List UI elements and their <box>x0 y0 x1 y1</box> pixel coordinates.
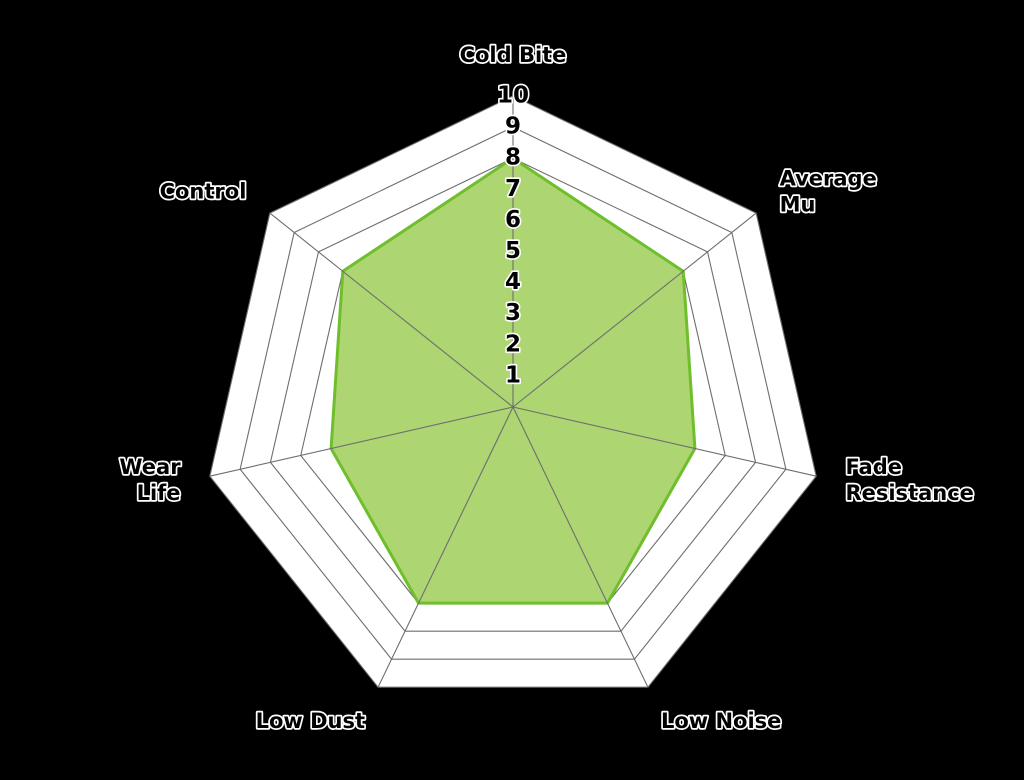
radar-spokes <box>209 96 817 688</box>
radial-tick-label-5: 5 <box>505 238 521 264</box>
radial-tick-label-7: 7 <box>505 176 521 202</box>
radar-spoke-6 <box>269 212 514 408</box>
radar-grid-ring-8 <box>269 157 757 632</box>
axis-category-labels: Cold Bite Average Mu Fade Resistance Low Nois… <box>118 41 976 735</box>
axis-label-cold-bite: Cold Bite <box>460 43 567 67</box>
radar-spoke-1 <box>512 212 757 408</box>
axis-label-control: Control <box>160 179 247 203</box>
radial-tick-labels: 1 2 3 4 5 6 7 8 9 10 <box>495 81 530 390</box>
axis-label-low-dust: Low Dust <box>256 709 365 733</box>
radial-tick-label-4: 4 <box>505 269 521 295</box>
axis-label-wear-life: Wear Life <box>119 455 181 505</box>
axis-label-fade-resistance: Fade Resistance <box>845 455 973 505</box>
radial-tick-label-1: 1 <box>505 362 521 388</box>
radar-grid-ring-9 <box>239 126 787 660</box>
radial-tick-label-3: 3 <box>505 300 521 326</box>
radial-tick-label-8: 8 <box>505 145 521 171</box>
radial-tick-label-2: 2 <box>505 331 521 357</box>
radial-tick-label-9: 9 <box>505 114 521 140</box>
radial-tick-label-6: 6 <box>505 207 521 233</box>
radar-spoke-2 <box>512 406 817 477</box>
axis-label-average-mu: Average Mu <box>780 166 877 216</box>
radar-spoke-3 <box>512 406 649 688</box>
radar-spoke-4 <box>377 406 514 688</box>
radar-spoke-5 <box>209 406 514 477</box>
radial-tick-label-10: 10 <box>497 83 529 109</box>
axis-label-low-noise: Low Noise <box>661 709 781 733</box>
